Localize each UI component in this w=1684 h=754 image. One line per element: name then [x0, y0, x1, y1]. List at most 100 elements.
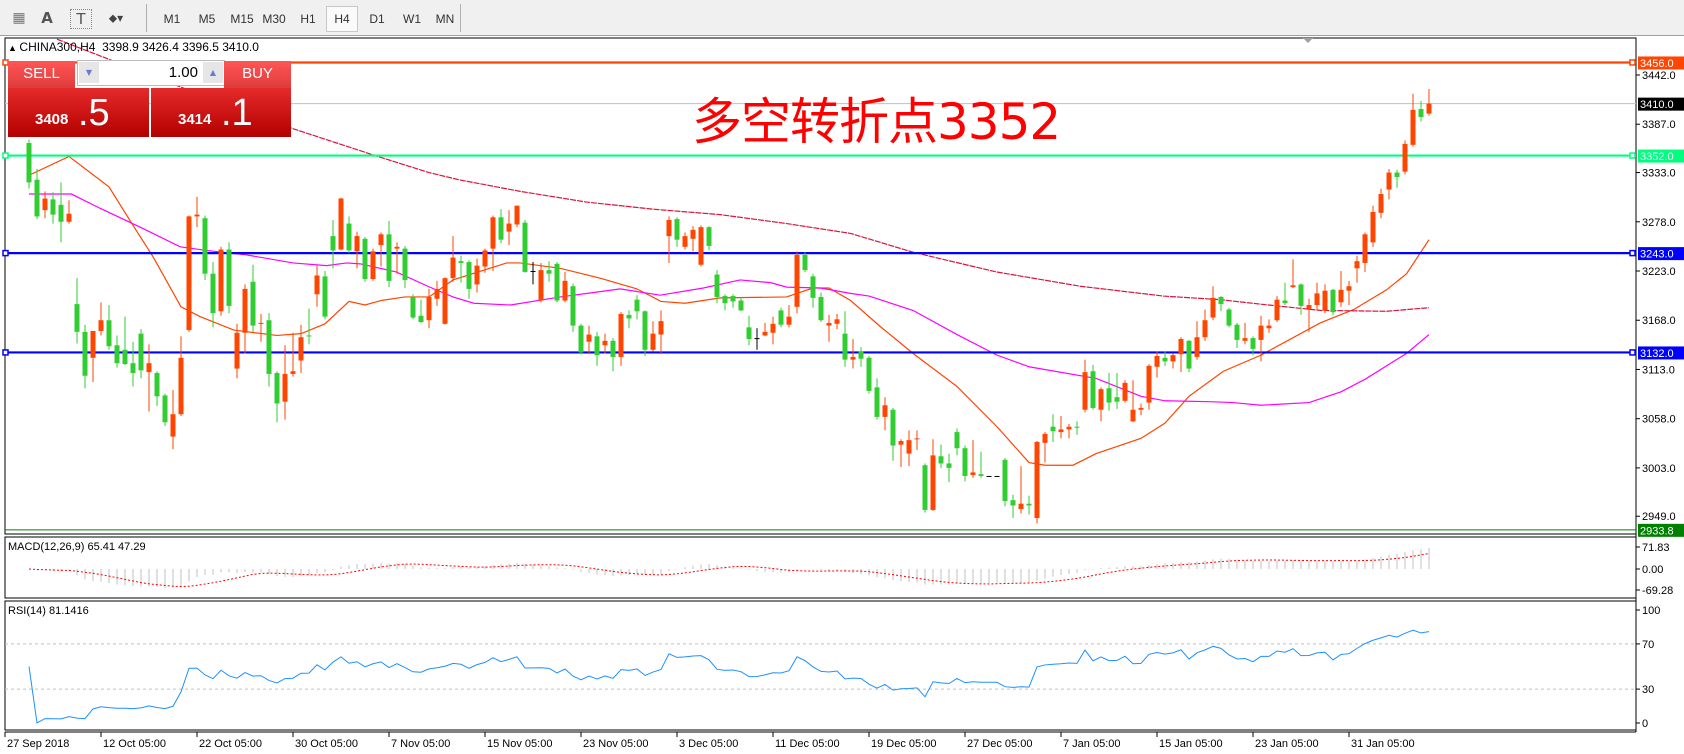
- candle-body: [1082, 372, 1088, 410]
- timeframe-w1[interactable]: W1: [403, 12, 421, 26]
- candle-body: [1130, 409, 1136, 422]
- candle: [730, 294, 736, 308]
- candle-body: [1074, 426, 1080, 428]
- timeframe-m1[interactable]: M1: [163, 12, 181, 26]
- buy-price-button[interactable]: 3414 .1: [151, 88, 291, 137]
- candle: [402, 245, 408, 289]
- candle: [450, 236, 456, 282]
- candle-body: [1002, 459, 1008, 502]
- candle-body: [498, 217, 504, 240]
- candle-body: [786, 316, 792, 325]
- candle-body: [594, 336, 600, 356]
- candle: [170, 390, 176, 450]
- candle-body: [354, 236, 360, 252]
- toolbar-separator: [460, 4, 461, 32]
- candle-body: [442, 278, 448, 324]
- candle: [1074, 421, 1080, 435]
- candle: [42, 191, 48, 219]
- candle-body: [530, 271, 536, 273]
- candle: [994, 475, 1000, 477]
- candle: [1354, 255, 1360, 283]
- moving-average-line: [29, 193, 1430, 406]
- one-click-trading-panel: SELL ▼ 1.00 ▲ BUY 3408 .5 3414 .1: [8, 60, 291, 137]
- candle: [594, 331, 600, 366]
- lot-size-field[interactable]: ▼ 1.00 ▲: [77, 60, 225, 86]
- lot-value[interactable]: 1.00: [168, 64, 198, 81]
- candle-body: [466, 262, 472, 289]
- candle-body: [82, 331, 88, 376]
- sell-price-button[interactable]: 3408 .5: [8, 88, 149, 137]
- text-icon[interactable]: A: [41, 9, 53, 27]
- candle-body: [930, 455, 936, 510]
- candle: [546, 261, 552, 282]
- price-label: 3456.0: [1640, 58, 1674, 70]
- hline-handle: [2, 349, 9, 356]
- candle-body: [194, 214, 200, 217]
- lot-decrease-icon[interactable]: ▼: [79, 62, 99, 83]
- timeframe-m5[interactable]: M5: [198, 12, 216, 26]
- lot-increase-icon[interactable]: ▲: [203, 62, 223, 83]
- hline-handle: [1629, 349, 1636, 356]
- candle: [146, 344, 152, 412]
- timeframe-h1[interactable]: H1: [300, 12, 316, 26]
- timeframe-mn[interactable]: MN: [435, 12, 455, 26]
- candle: [466, 260, 472, 299]
- candle-body: [834, 319, 840, 324]
- candle: [1290, 259, 1296, 289]
- candle-body: [882, 405, 888, 417]
- candle: [586, 325, 592, 355]
- buy-button[interactable]: BUY: [224, 61, 291, 89]
- timeframe-m15[interactable]: M15: [230, 12, 254, 26]
- candle: [202, 215, 208, 280]
- time-tick-label: 15 Nov 05:00: [487, 738, 552, 750]
- candle: [714, 270, 720, 304]
- candle: [58, 182, 64, 243]
- candle: [490, 215, 496, 272]
- candle-body: [274, 373, 280, 404]
- timeframe-m30[interactable]: M30: [262, 12, 286, 26]
- candle-body: [818, 296, 824, 321]
- timeframe-h4[interactable]: H4: [326, 6, 358, 32]
- candle-body: [1106, 388, 1112, 403]
- time-tick-label: 15 Jan 05:00: [1159, 738, 1223, 750]
- candle: [266, 313, 272, 387]
- candle-body: [994, 475, 1000, 477]
- candle-body: [410, 296, 416, 318]
- candle-body: [1170, 355, 1176, 362]
- candle-body: [1138, 407, 1144, 410]
- candle-body: [698, 227, 704, 265]
- time-tick-label: 23 Nov 05:00: [583, 738, 648, 750]
- candle-body: [1370, 211, 1376, 243]
- text-label-icon[interactable]: T: [70, 9, 92, 29]
- candle-body: [1034, 441, 1040, 519]
- candle: [434, 280, 440, 306]
- candle-body: [162, 395, 168, 423]
- candle: [602, 333, 608, 354]
- candle: [954, 428, 960, 456]
- timeframe-d1[interactable]: D1: [369, 12, 385, 26]
- candle-body: [986, 475, 992, 477]
- collapse-triangle-icon[interactable]: ▲: [8, 43, 20, 53]
- candle: [810, 273, 816, 308]
- candle-body: [562, 280, 568, 301]
- candle-body: [258, 322, 264, 324]
- candle: [698, 225, 704, 267]
- candle: [882, 397, 888, 431]
- arrows-dropdown-icon[interactable]: ⬥▾: [108, 10, 124, 25]
- candle-body: [1418, 109, 1424, 118]
- candle: [522, 219, 528, 273]
- sell-button[interactable]: SELL: [8, 61, 75, 89]
- candle: [1178, 337, 1184, 373]
- candle: [770, 316, 776, 345]
- candle: [1194, 321, 1200, 360]
- candle: [1202, 309, 1208, 341]
- candle-body: [138, 333, 144, 371]
- candle-body: [626, 314, 632, 319]
- candle-body: [1194, 337, 1200, 357]
- fibo-grid-icon[interactable]: ▦: [12, 10, 26, 26]
- candle: [970, 440, 976, 478]
- candle-body: [338, 198, 344, 250]
- candle-body: [458, 261, 464, 263]
- candle: [962, 445, 968, 482]
- candle-body: [842, 333, 848, 360]
